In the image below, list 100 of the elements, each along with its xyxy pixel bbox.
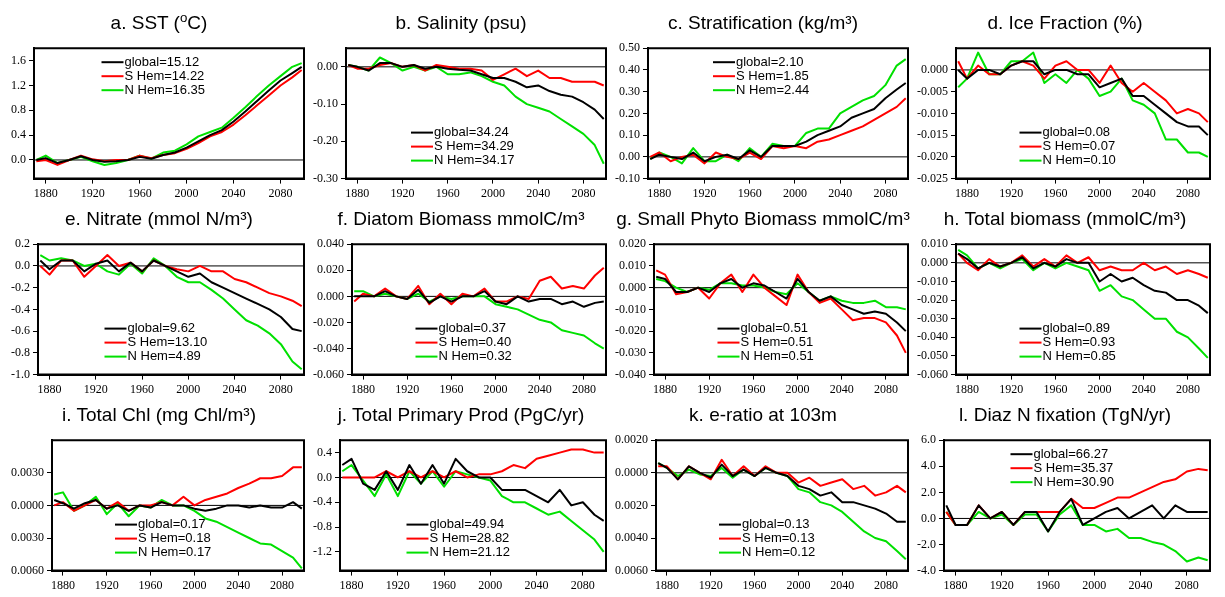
x-tick-label: 1880 <box>50 577 75 592</box>
legend-label: S Hem=0.18 <box>138 530 211 546</box>
x-tick-label: 1920 <box>94 577 119 592</box>
x-tick-label: 2040 <box>1128 577 1153 592</box>
y-tick-label: 4.0 <box>921 458 936 473</box>
y-tick-label: -0.040 <box>917 329 948 344</box>
x-tick-label: 2080 <box>268 381 293 396</box>
y-tick-label: -0.2 <box>11 279 30 294</box>
x-tick-label: 2000 <box>176 381 201 396</box>
y-tick-label: 0.0000 <box>615 464 648 479</box>
y-tick-label: 0.0020 <box>615 497 648 512</box>
chart-title: k. e-ratio at 103m <box>688 403 838 427</box>
y-tick-label: -0.10 <box>313 96 338 111</box>
legend-label: global=0.89 <box>1042 320 1111 336</box>
x-tick-label: 2080 <box>874 577 899 592</box>
y-tick-label: 0.0 <box>921 510 936 525</box>
y-tick-label: 0.00 <box>619 149 640 164</box>
x-tick-label: 1880 <box>647 185 672 200</box>
x-tick-label: 1880 <box>345 185 370 200</box>
x-tick-label: 2040 <box>830 577 855 592</box>
legend-label: global=66.27 <box>1033 445 1109 461</box>
y-tick-label: -4.0 <box>917 562 936 577</box>
y-tick-label: 0.30 <box>619 83 640 98</box>
y-tick-label: 0.40 <box>619 62 640 77</box>
y-tick-label: 0.000 <box>619 279 646 294</box>
legend-label: N Hem=16.35 <box>124 81 206 97</box>
legend-label: global=15.12 <box>124 53 200 69</box>
y-tick-label: 0.010 <box>921 236 948 251</box>
x-tick-label: 2080 <box>268 185 293 200</box>
x-tick-label: 1920 <box>999 185 1024 200</box>
y-tick-label: -0.010 <box>917 273 948 288</box>
legend-label: N Hem=21.12 <box>429 544 511 560</box>
x-tick-label: 1920 <box>80 185 105 200</box>
legend-label: S Hem=28.82 <box>429 530 510 546</box>
y-tick-label: 0.0060 <box>615 562 648 577</box>
y-tick-label: 0.0040 <box>615 530 648 545</box>
legend-label: N Hem=0.10 <box>1042 152 1116 168</box>
y-tick-label: -0.10 <box>615 170 640 185</box>
x-tick-label: 2080 <box>1175 381 1200 396</box>
chart-title: e. Nitrate (mmol N/m³) <box>64 207 254 231</box>
y-tick-label: 0.0030 <box>11 530 44 545</box>
x-tick-label: 2080 <box>1175 185 1200 200</box>
x-tick-label: 1920 <box>385 577 410 592</box>
legend-label: N Hem=0.85 <box>1042 348 1116 364</box>
y-tick-label: 0.040 <box>317 236 344 251</box>
y-tick-label: 0.50 <box>619 40 640 55</box>
y-tick-label: -0.4 <box>313 494 332 509</box>
chart-title: a. SST ($^{o}$C) <box>109 8 209 35</box>
chart-title: i. Total Chl (mg Chl/m³) <box>61 403 257 427</box>
x-tick-label: 1880 <box>339 577 364 592</box>
y-tick-label: -0.4 <box>11 301 30 316</box>
y-tick-label: 0.0 <box>317 469 332 484</box>
y-tick-label: 1.6 <box>11 52 26 67</box>
x-tick-label: 1920 <box>692 185 717 200</box>
chart-title: g. Small Phyto Biomass mmolC/m³ <box>615 207 911 231</box>
x-tick-label: 2080 <box>873 381 898 396</box>
x-tick-label: 1960 <box>742 577 767 592</box>
y-tick-label: 0.000 <box>317 288 344 303</box>
y-tick-label: -0.30 <box>313 170 338 185</box>
y-tick-label: -0.040 <box>313 340 344 355</box>
x-tick-label: 2040 <box>1131 381 1156 396</box>
legend-label: S Hem=0.40 <box>438 334 512 350</box>
x-tick-label: 1920 <box>83 381 108 396</box>
x-tick-label: 2080 <box>570 577 595 592</box>
x-tick-label: 1880 <box>33 185 58 200</box>
y-tick-label: -0.050 <box>917 348 948 363</box>
x-tick-label: 1960 <box>439 381 464 396</box>
x-tick-label: 1880 <box>654 577 679 592</box>
legend-label: S Hem=13.10 <box>127 334 208 350</box>
x-tick-label: 1960 <box>127 185 152 200</box>
x-tick-label: 2080 <box>571 381 596 396</box>
x-tick-label: 1960 <box>1043 185 1068 200</box>
y-tick-label: 0.010 <box>619 258 646 273</box>
y-tick-label: 0.0030 <box>11 464 44 479</box>
x-tick-label: 1960 <box>741 381 766 396</box>
x-tick-label: 1960 <box>435 185 460 200</box>
x-tick-label: 1920 <box>395 381 420 396</box>
legend-label: N Hem=0.17 <box>138 544 212 560</box>
x-tick-label: 2040 <box>526 185 551 200</box>
y-tick-label: 6.0 <box>921 432 936 447</box>
legend-label: S Hem=0.51 <box>740 334 814 350</box>
legend-label: N Hem=4.89 <box>127 348 201 364</box>
y-tick-label: -0.8 <box>313 519 332 534</box>
x-tick-label: 2000 <box>785 381 810 396</box>
x-tick-label: 2000 <box>1087 381 1112 396</box>
x-tick-label: 2040 <box>828 185 853 200</box>
y-tick-label: -0.005 <box>917 83 948 98</box>
y-tick-label: 0.000 <box>921 254 948 269</box>
legend-label: S Hem=0.93 <box>1042 334 1116 350</box>
y-tick-label: 0.000 <box>921 62 948 77</box>
x-tick-label: 2040 <box>1131 185 1156 200</box>
legend-label: global=0.17 <box>138 516 206 532</box>
y-tick-label: -0.015 <box>917 127 948 142</box>
x-tick-label: 1920 <box>999 381 1024 396</box>
x-tick-label: 2000 <box>182 577 207 592</box>
x-tick-label: 2000 <box>174 185 199 200</box>
chart-title: l. Diaz N fixation (TgN/yr) <box>957 403 1173 427</box>
y-tick-label: 0.2 <box>15 236 30 251</box>
y-tick-label: 0.00 <box>317 58 338 73</box>
x-tick-label: 2000 <box>478 577 503 592</box>
